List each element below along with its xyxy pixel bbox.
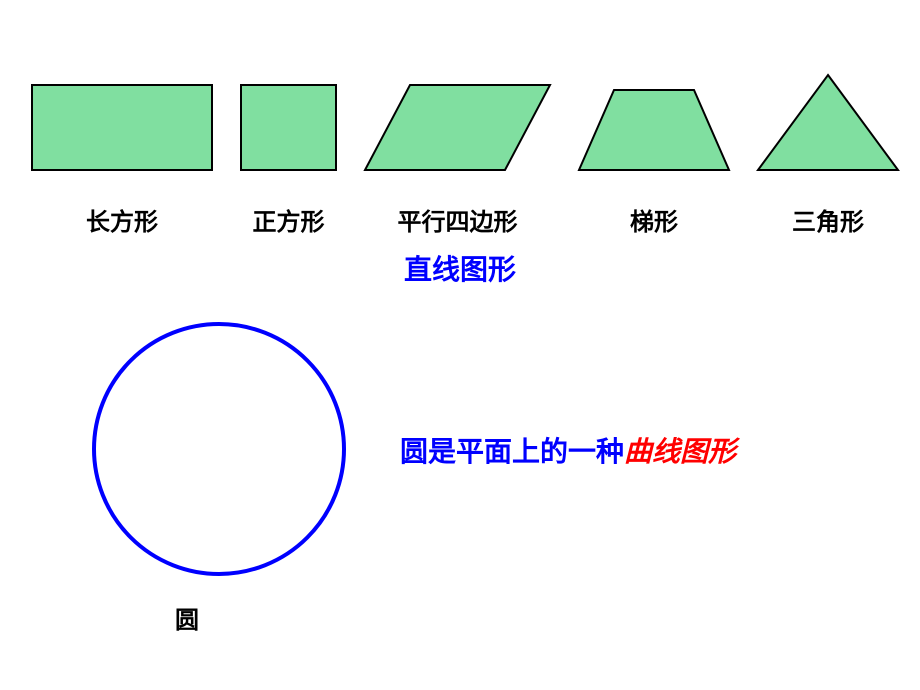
trapezoid-label: 梯形: [630, 202, 678, 237]
trapezoid-cell: 梯形: [577, 72, 731, 237]
triangle-shape: [756, 72, 900, 172]
rectangle-shape: [30, 72, 214, 172]
triangle-cell: 三角形: [756, 72, 900, 237]
parallelogram-cell: 平行四边形: [363, 72, 552, 237]
circle-label: 圆: [175, 600, 199, 635]
rectangle-label: 长方形: [86, 202, 158, 237]
curve-sentence: 圆是平面上的一种曲线图形: [400, 430, 736, 470]
rectangle-cell: 长方形: [30, 72, 214, 237]
sentence-emphasis: 曲线图形: [624, 437, 736, 468]
square-cell: 正方形: [239, 72, 338, 237]
parallelogram-shape: [363, 72, 552, 172]
square-label: 正方形: [253, 202, 325, 237]
circle-shape: [90, 320, 348, 583]
triangle-label: 三角形: [792, 202, 864, 237]
shapes-row: 长方形 正方形 平行四边形 梯形 三角形: [30, 72, 900, 237]
parallelogram-label: 平行四边形: [398, 202, 518, 237]
trapezoid-shape: [577, 72, 731, 172]
sentence-prefix: 圆是平面上的一种: [400, 436, 624, 467]
square-shape: [239, 72, 338, 172]
heading-straight-line-shapes: 直线图形: [0, 248, 920, 288]
